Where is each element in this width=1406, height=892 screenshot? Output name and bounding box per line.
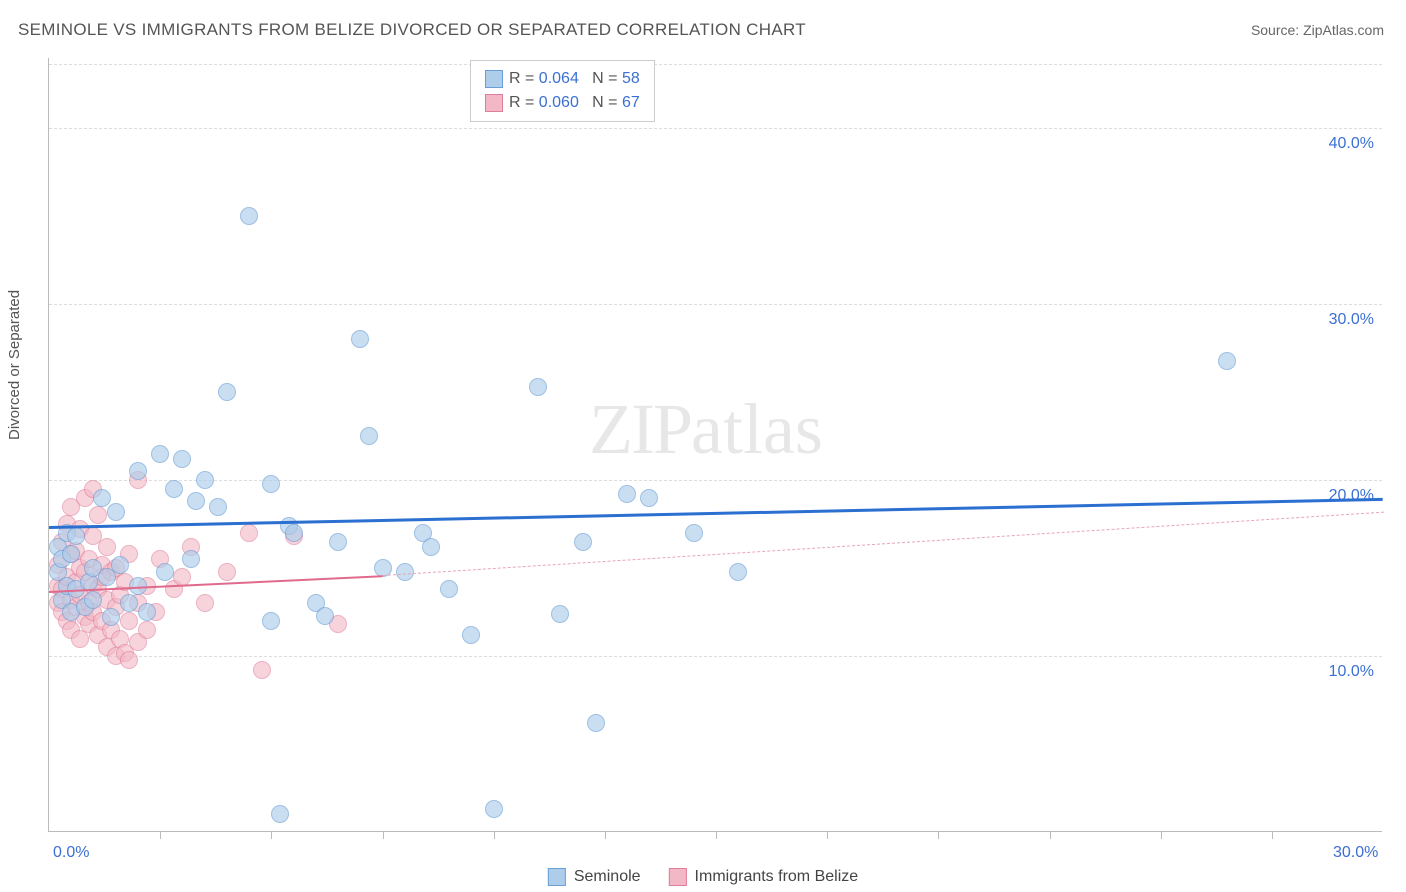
scatter-point bbox=[262, 612, 280, 630]
x-tick bbox=[1161, 831, 1162, 839]
scatter-point bbox=[196, 471, 214, 489]
y-axis-label: Divorced or Separated bbox=[6, 290, 23, 440]
scatter-point bbox=[111, 556, 129, 574]
scatter-point bbox=[107, 503, 125, 521]
legend-label: Seminole bbox=[574, 868, 641, 886]
x-tick bbox=[1272, 831, 1273, 839]
scatter-point bbox=[462, 626, 480, 644]
legend-label: Immigrants from Belize bbox=[695, 868, 859, 886]
gridline bbox=[49, 128, 1382, 129]
scatter-point bbox=[360, 427, 378, 445]
scatter-point bbox=[329, 533, 347, 551]
x-tick-label: 30.0% bbox=[1333, 844, 1378, 862]
scatter-point bbox=[93, 489, 111, 507]
watermark-zip: ZIP bbox=[589, 389, 691, 469]
x-tick-label: 0.0% bbox=[53, 844, 89, 862]
scatter-point bbox=[156, 563, 174, 581]
legend-item: Seminole bbox=[548, 868, 641, 886]
scatter-point bbox=[218, 563, 236, 581]
scatter-point bbox=[84, 591, 102, 609]
x-tick bbox=[494, 831, 495, 839]
gridline bbox=[49, 656, 1382, 657]
scatter-point bbox=[587, 714, 605, 732]
scatter-point bbox=[98, 538, 116, 556]
source-attribution: Source: ZipAtlas.com bbox=[1251, 22, 1384, 38]
stats-text: R = 0.060 N = 67 bbox=[509, 91, 640, 115]
legend-item: Immigrants from Belize bbox=[669, 868, 859, 886]
scatter-point bbox=[209, 498, 227, 516]
scatter-point bbox=[240, 524, 258, 542]
scatter-point bbox=[138, 603, 156, 621]
scatter-point bbox=[102, 608, 120, 626]
scatter-point bbox=[173, 450, 191, 468]
scatter-point bbox=[173, 568, 191, 586]
scatter-point bbox=[187, 492, 205, 510]
y-tick-label: 10.0% bbox=[1329, 663, 1374, 681]
scatter-point bbox=[240, 207, 258, 225]
scatter-point bbox=[285, 524, 303, 542]
scatter-point bbox=[151, 445, 169, 463]
y-tick-label: 40.0% bbox=[1329, 135, 1374, 153]
legend-swatch bbox=[485, 70, 503, 88]
scatter-point bbox=[120, 651, 138, 669]
scatter-point bbox=[574, 533, 592, 551]
scatter-point bbox=[316, 607, 334, 625]
scatter-point bbox=[551, 605, 569, 623]
scatter-point bbox=[529, 378, 547, 396]
scatter-point bbox=[422, 538, 440, 556]
watermark: ZIPatlas bbox=[589, 388, 823, 471]
x-tick bbox=[1050, 831, 1051, 839]
x-tick bbox=[160, 831, 161, 839]
x-tick bbox=[383, 831, 384, 839]
legend-swatch bbox=[548, 868, 566, 886]
trend-line bbox=[382, 512, 1383, 576]
scatter-point bbox=[685, 524, 703, 542]
scatter-point bbox=[396, 563, 414, 581]
x-tick bbox=[716, 831, 717, 839]
scatter-point bbox=[120, 612, 138, 630]
scatter-point bbox=[640, 489, 658, 507]
scatter-point bbox=[729, 563, 747, 581]
scatter-point bbox=[351, 330, 369, 348]
x-tick bbox=[271, 831, 272, 839]
stats-legend-row: R = 0.060 N = 67 bbox=[485, 91, 640, 115]
stats-text: R = 0.064 N = 58 bbox=[509, 67, 640, 91]
gridline bbox=[49, 480, 1382, 481]
stats-legend-row: R = 0.064 N = 58 bbox=[485, 67, 640, 91]
stats-legend: R = 0.064 N = 58R = 0.060 N = 67 bbox=[470, 60, 655, 122]
scatter-point bbox=[196, 594, 214, 612]
chart-plot-area: ZIPatlas 10.0%20.0%30.0%40.0%0.0%30.0% bbox=[48, 58, 1382, 832]
y-tick-label: 20.0% bbox=[1329, 487, 1374, 505]
scatter-point bbox=[165, 480, 183, 498]
scatter-point bbox=[89, 506, 107, 524]
scatter-point bbox=[218, 383, 236, 401]
legend-swatch bbox=[485, 94, 503, 112]
chart-title: SEMINOLE VS IMMIGRANTS FROM BELIZE DIVOR… bbox=[18, 20, 806, 40]
watermark-atlas: atlas bbox=[691, 389, 823, 469]
x-tick bbox=[605, 831, 606, 839]
scatter-point bbox=[1218, 352, 1236, 370]
series-legend: Seminole Immigrants from Belize bbox=[548, 868, 858, 886]
y-tick-label: 30.0% bbox=[1329, 311, 1374, 329]
scatter-point bbox=[129, 462, 147, 480]
gridline bbox=[49, 304, 1382, 305]
scatter-point bbox=[120, 594, 138, 612]
scatter-point bbox=[62, 545, 80, 563]
scatter-point bbox=[67, 527, 85, 545]
scatter-point bbox=[485, 800, 503, 818]
gridline bbox=[49, 64, 1382, 65]
x-tick bbox=[827, 831, 828, 839]
scatter-point bbox=[618, 485, 636, 503]
legend-swatch bbox=[669, 868, 687, 886]
scatter-point bbox=[182, 550, 200, 568]
scatter-point bbox=[138, 621, 156, 639]
scatter-point bbox=[440, 580, 458, 598]
scatter-point bbox=[271, 805, 289, 823]
scatter-point bbox=[253, 661, 271, 679]
scatter-point bbox=[262, 475, 280, 493]
x-tick bbox=[938, 831, 939, 839]
